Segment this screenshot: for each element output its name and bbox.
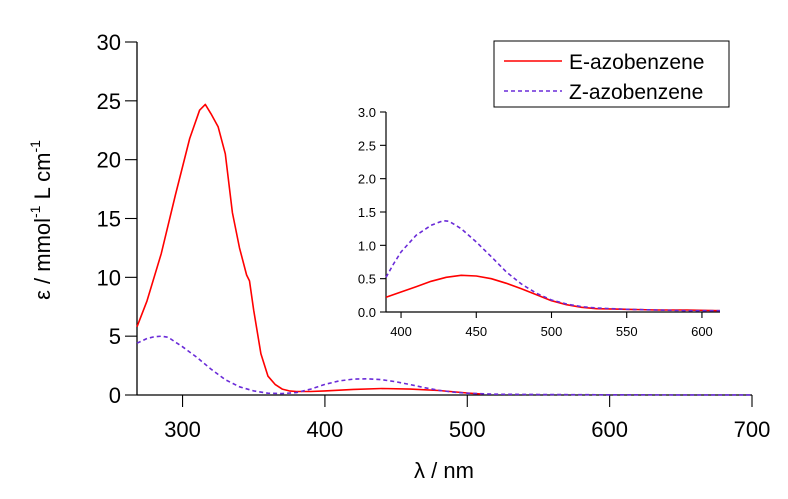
legend-label-z-azobenzene: Z-azobenzene: [569, 81, 703, 104]
inset-y-tick-label-2: 2.0: [358, 172, 376, 187]
main-plot: 300 400 500 600 700 0 5 10 15 20 25 30: [97, 30, 771, 442]
legend-box: [493, 40, 730, 108]
inset-series-group: [385, 219, 721, 312]
main-y-tick-label-5: 5: [109, 324, 121, 349]
y-axis-label: ε / mmol-1 L cm-1: [27, 140, 55, 300]
y-axis-label-sup-2: -1: [27, 140, 43, 153]
inset-y-tick-label-0: 0.0: [358, 305, 376, 320]
inset-x-ticks: 400 450 500 550 600: [390, 312, 713, 339]
main-y-tick-label-20: 20: [97, 148, 121, 173]
inset-background: [386, 112, 720, 312]
main-series-line-e-azobenzene: [136, 103, 482, 395]
inset-series-line-z-azobenzene: [385, 219, 720, 312]
main-x-tick-label-400: 400: [307, 417, 344, 442]
inset-y-tick-label-3: 3.0: [358, 105, 376, 120]
inset-x-tick-label-400: 400: [390, 324, 412, 339]
main-x-ticks: 300 400 500 600 700: [164, 395, 770, 442]
x-axis-label: λ / nm: [414, 458, 474, 483]
legend: E-azobenzene Z-azobenzene: [493, 40, 730, 108]
inset-y-tick-label-0.5: 0.5: [358, 272, 376, 287]
legend-label-e-azobenzene: E-azobenzene: [569, 51, 704, 74]
main-y-tick-label-30: 30: [97, 30, 121, 55]
main-x-tick-label-300: 300: [164, 417, 201, 442]
inset-y-tick-label-1.5: 1.5: [358, 205, 376, 220]
main-series-group: [136, 103, 752, 396]
y-axis-label-part-1: ε / mmol: [30, 218, 55, 300]
inset-x-tick-label-600: 600: [691, 324, 713, 339]
main-y-ticks: 0 5 10 15 20 25 30: [97, 30, 137, 408]
inset-x-tick-label-450: 450: [465, 324, 487, 339]
inset-y-ticks: 0.0 0.5 1.0 1.5 2.0 2.5 3.0: [358, 105, 386, 320]
y-axis-label-sup-1: -1: [27, 205, 43, 218]
inset-y-tick-label-1: 1.0: [358, 238, 376, 253]
main-x-tick-label-700: 700: [734, 417, 771, 442]
main-x-tick-label-500: 500: [449, 417, 486, 442]
main-y-tick-label-10: 10: [97, 265, 121, 290]
main-y-tick-label-25: 25: [97, 89, 121, 114]
inset-plot: 400 450 500 550 600 0.0 0.5 1.0 1.5 2.0 2.5 3.0: [358, 105, 721, 339]
main-x-tick-label-600: 600: [591, 417, 628, 442]
inset-x-tick-label-500: 500: [541, 324, 563, 339]
y-axis-label-part-2: L cm: [30, 153, 55, 206]
inset-x-tick-label-550: 550: [616, 324, 638, 339]
inset-y-tick-label-2.5: 2.5: [358, 138, 376, 153]
main-y-tick-label-0: 0: [109, 383, 121, 408]
main-y-tick-label-15: 15: [97, 207, 121, 232]
main-series-line-z-azobenzene: [136, 335, 752, 396]
